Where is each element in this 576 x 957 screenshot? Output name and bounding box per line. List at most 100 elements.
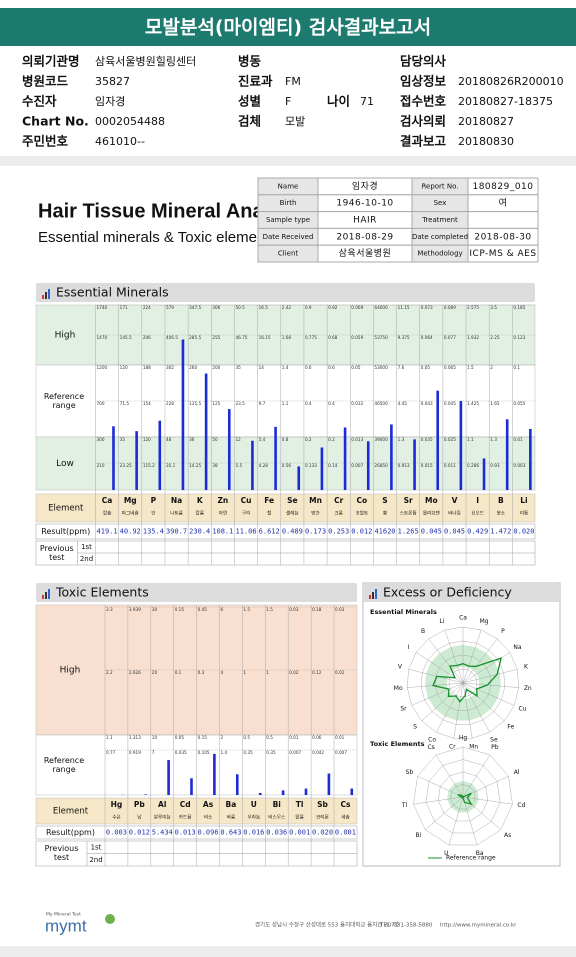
scale-label: 0.35	[243, 750, 253, 755]
radar-axis-label: V	[398, 664, 403, 671]
element-name: 카드뮴	[179, 814, 192, 821]
scale-label: 10	[152, 735, 158, 740]
info-label: 성별	[238, 94, 261, 109]
radar-axis-label: P	[501, 628, 505, 635]
scale-label: 71.5	[120, 401, 130, 406]
scale-label: 0.043	[421, 401, 433, 406]
scale-label: 145.5	[120, 335, 132, 340]
scale-label: 0.035	[175, 750, 187, 755]
scale-label: 1.3	[398, 437, 405, 442]
scale-label: 0.089	[444, 305, 456, 310]
scale-label: 0.6	[328, 365, 335, 370]
row-label: Reference range	[43, 392, 85, 410]
info-value: 삼육서울병원힐링센터	[95, 55, 196, 68]
table-label: Name	[278, 182, 299, 190]
scale-label: 1.425	[467, 401, 479, 406]
element-name: 안티몬	[316, 814, 329, 821]
scale-label: 2	[221, 735, 224, 740]
row-label: 1st	[81, 543, 92, 551]
scale-label: 0.02	[289, 670, 299, 675]
table-label: Client	[278, 250, 299, 258]
scale-label: 0.8	[282, 437, 289, 442]
radar-axis-label: Cd	[517, 802, 525, 809]
scale-label: 9.7	[259, 401, 266, 406]
scale-label: 7	[152, 750, 155, 755]
scale-label: 2.2	[106, 670, 113, 675]
element-symbol: I	[476, 496, 479, 505]
element-name: 인	[151, 510, 155, 517]
result-value: 0.036	[266, 829, 287, 837]
result-bar	[274, 426, 277, 490]
info-value: 20180826R200010	[458, 75, 564, 88]
result-value: 40.92	[120, 528, 141, 536]
info-value: 모발	[285, 115, 305, 128]
scale-label: 50	[212, 437, 218, 442]
scale-label: 0.4	[328, 401, 335, 406]
radar-axis-label: As	[504, 832, 511, 839]
scale-label: 347.5	[189, 305, 201, 310]
radar-ring	[413, 746, 513, 846]
radar-spoke	[462, 796, 478, 846]
scale-label: 2.25	[490, 335, 500, 340]
scale-label: 0.007	[289, 750, 301, 755]
result-bar	[390, 424, 393, 490]
scale-label: 0.18	[312, 607, 322, 612]
scale-label: 120	[143, 437, 151, 442]
scale-label: 4	[221, 670, 224, 675]
element-symbol: V	[452, 496, 458, 505]
element-symbol: Mg	[124, 496, 137, 505]
scale-label: 171	[120, 305, 128, 310]
scale-label: 5.5	[235, 463, 242, 468]
scale-label: 0.015	[421, 463, 433, 468]
scale-label: 53750	[374, 335, 388, 340]
element-symbol: Tl	[296, 800, 304, 809]
radar-ring	[448, 668, 478, 698]
result-bar	[190, 778, 193, 795]
result-value: 0.013	[175, 829, 196, 837]
element-symbol: Se	[287, 496, 298, 505]
info-value: 20180830	[458, 135, 514, 148]
radar-axis-label: Cs	[427, 744, 434, 751]
scale-label: 0.4	[305, 401, 312, 406]
scale-label: 206	[143, 335, 151, 340]
radar-spoke	[425, 796, 464, 830]
radar-spoke	[462, 796, 513, 805]
result-bar	[505, 419, 509, 490]
table-label: Treatment	[421, 216, 458, 224]
row-label: Result(ppm)	[46, 828, 95, 837]
scale-label: 0.03	[289, 607, 299, 612]
scale-label: 1.313	[129, 735, 141, 740]
table-value: 180829_010	[472, 182, 533, 192]
result-value: 6.612	[259, 528, 280, 536]
scale-label: 0.68	[328, 335, 338, 340]
scale-label: 1.65	[490, 401, 500, 406]
scale-label: 0.105	[198, 750, 210, 755]
scale-label: 0.02	[335, 670, 345, 675]
radar-spoke	[421, 682, 464, 722]
result-bar	[529, 429, 532, 490]
element-name: 크롬	[334, 511, 342, 517]
scale-label: 12	[235, 437, 241, 442]
scale-label: 0.3	[198, 670, 205, 675]
scale-label: 1.1	[467, 437, 474, 442]
element-name: 수은	[112, 815, 120, 821]
scale-label: 26850	[374, 463, 388, 468]
result-bar	[235, 774, 239, 795]
result-value: 1.265	[398, 528, 419, 536]
scale-label: 0.913	[398, 463, 410, 468]
radar-axis-label: I	[408, 644, 410, 651]
result-value: 0.001	[335, 829, 356, 837]
info-value: 0002054488	[95, 115, 165, 128]
scale-label: 0.45	[198, 607, 208, 612]
element-symbol: Zn	[217, 496, 228, 505]
element-symbol: Fe	[264, 496, 274, 505]
scale-label: 0.007	[335, 750, 347, 755]
radar-ring	[434, 654, 492, 711]
radar-axis-label: B	[421, 628, 425, 635]
element-name: 붕소	[497, 511, 505, 517]
page-title: 모발분석(마이엠티) 검사결과보고서	[145, 17, 431, 39]
scale-label: 0.01	[289, 735, 299, 740]
element-symbol: Li	[520, 496, 527, 505]
result-bar	[227, 409, 231, 490]
legend-label: Reference range	[446, 855, 496, 862]
